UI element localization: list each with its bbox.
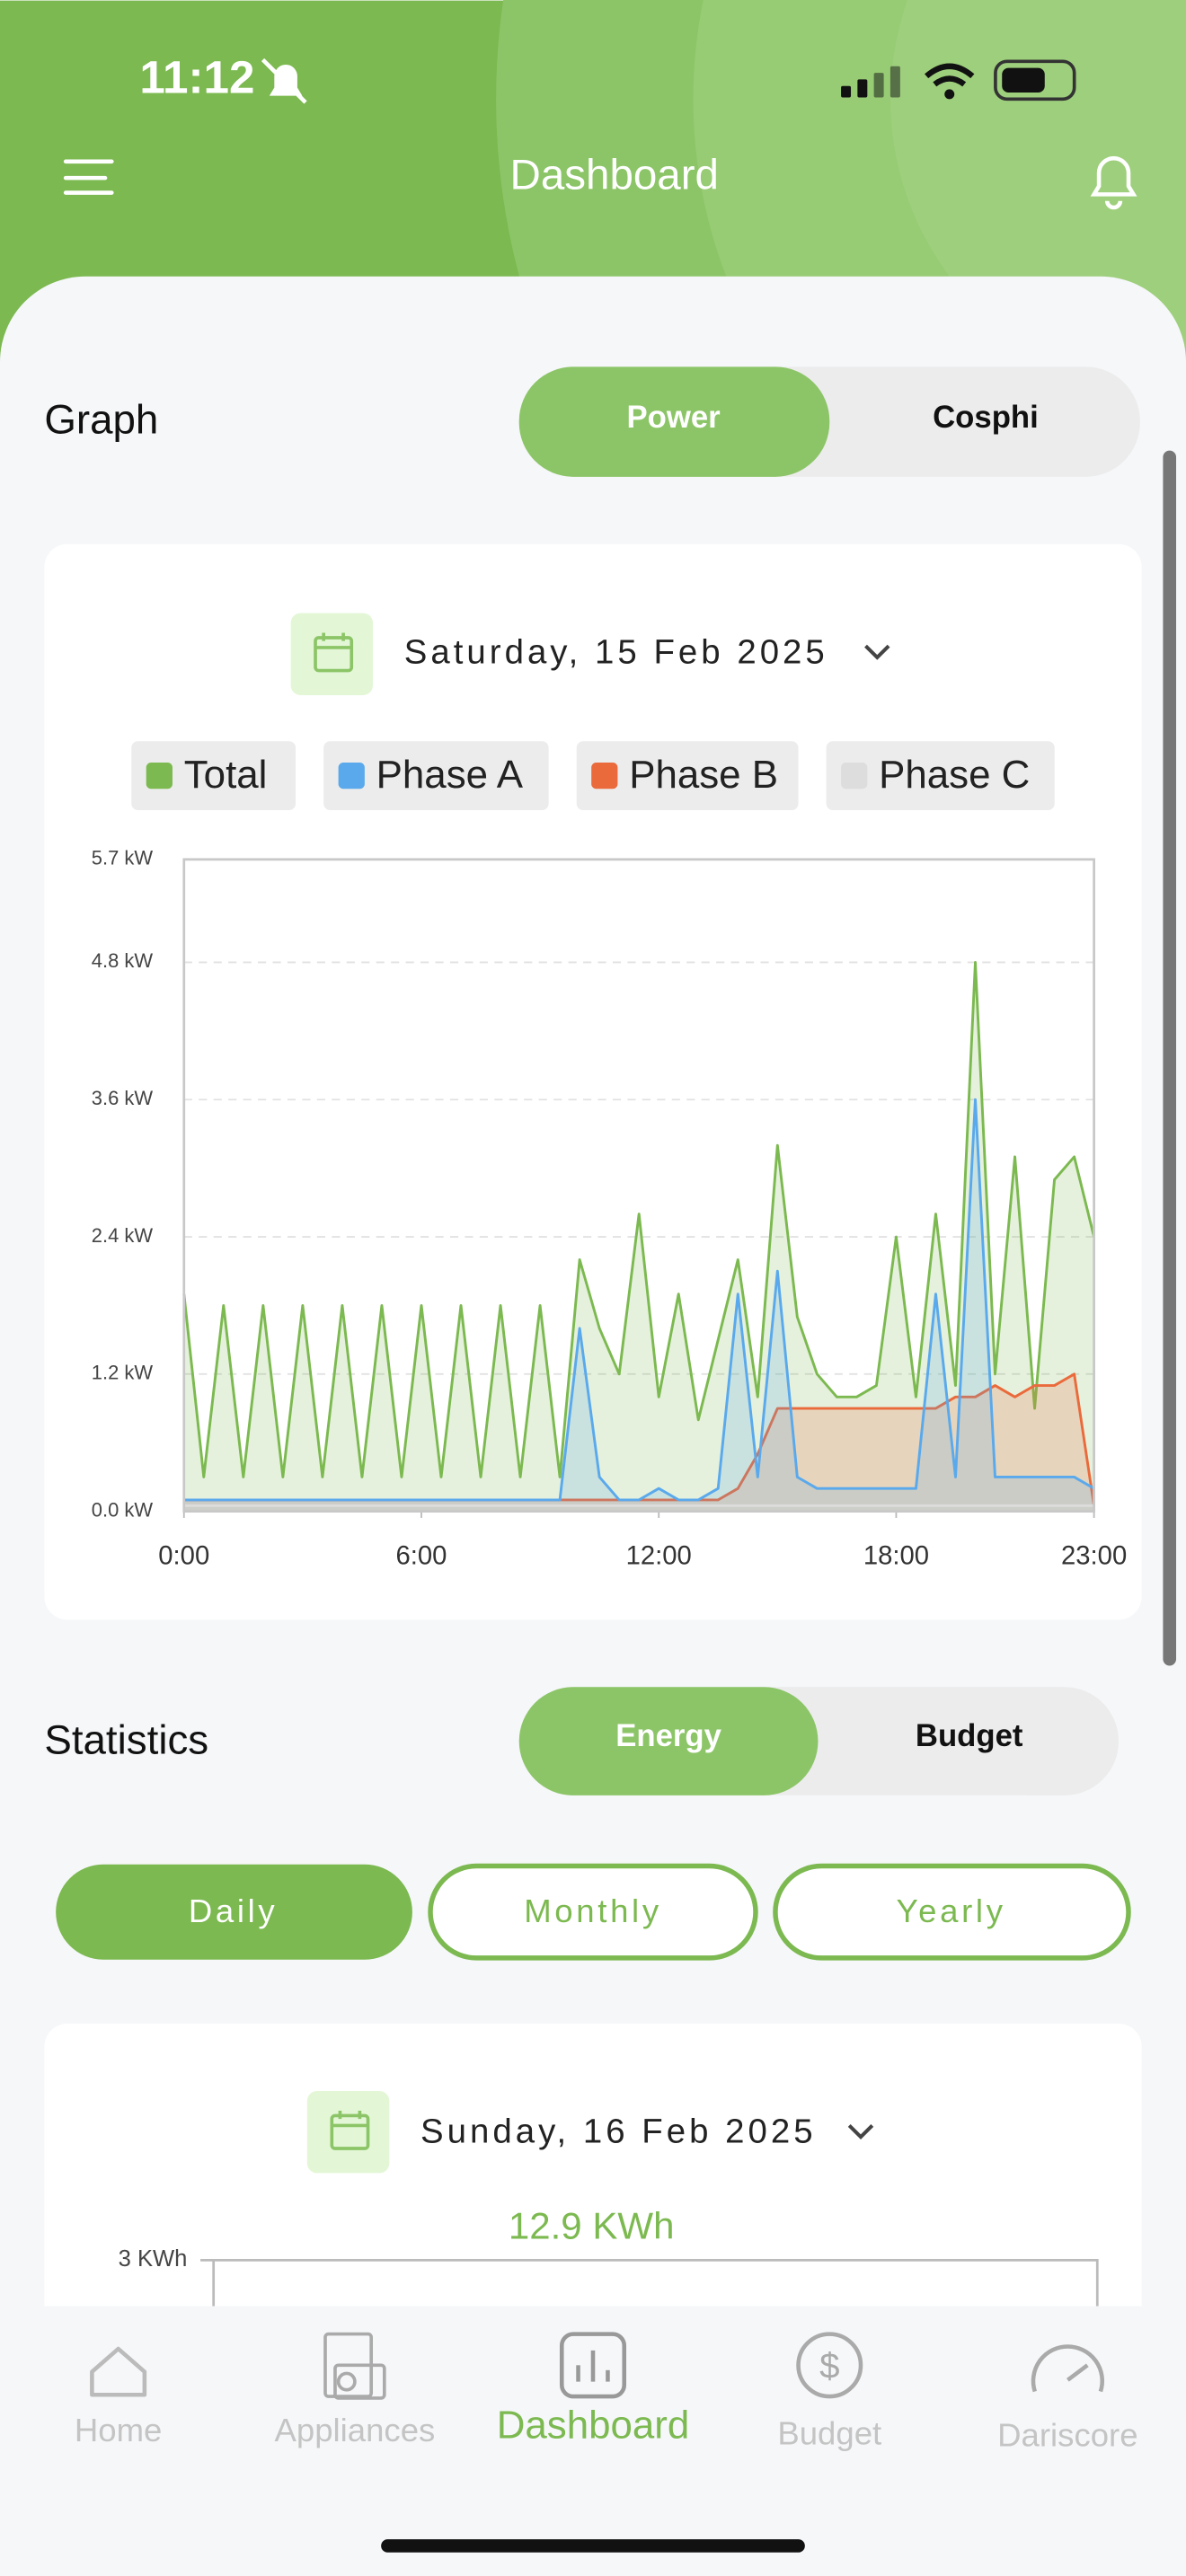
period-label[interactable]: Yearly bbox=[896, 1892, 1005, 1929]
status-time: 11:12 bbox=[139, 52, 254, 103]
wifi-icon bbox=[925, 63, 975, 87]
series-area bbox=[183, 962, 1094, 1512]
x-tick-label: 0:00 bbox=[158, 1542, 209, 1571]
notification-button[interactable] bbox=[1090, 155, 1137, 210]
menu-button[interactable] bbox=[63, 159, 114, 195]
tab-active[interactable] bbox=[518, 366, 830, 477]
x-tick-label: 12:00 bbox=[626, 1542, 692, 1571]
wifi-dot bbox=[944, 89, 955, 100]
period-button[interactable] bbox=[428, 1863, 758, 1961]
legend-chip[interactable] bbox=[826, 741, 1055, 810]
legend-chip[interactable] bbox=[131, 741, 296, 810]
period-label[interactable]: Daily bbox=[189, 1892, 279, 1929]
mute-icon bbox=[261, 57, 307, 104]
power-chart: Total Phase A Phase B Phase C 0.0 kW 1.2 kW 2.… bbox=[92, 741, 1127, 1571]
y-tick-label: 4.8 kW bbox=[92, 949, 154, 972]
nav-label[interactable]: Appliances bbox=[275, 2412, 436, 2448]
battery-icon bbox=[994, 59, 1076, 101]
y-tick-label: 3.6 kW bbox=[92, 1087, 154, 1109]
gauge-needle bbox=[1066, 2363, 1089, 2382]
series-line bbox=[182, 960, 1096, 1478]
nav-icon[interactable] bbox=[1031, 2344, 1105, 2393]
date-picker[interactable]: Saturday, 15 Feb 2025 bbox=[404, 632, 828, 671]
legend-swatch bbox=[146, 762, 173, 790]
x-tick-label: 6:00 bbox=[396, 1542, 447, 1571]
header-title: Dashboard bbox=[510, 152, 719, 199]
date-picker[interactable]: Sunday, 16 Feb 2025 bbox=[420, 2113, 817, 2151]
tab-active[interactable] bbox=[518, 1687, 819, 1795]
y-tick-label: 5.7 kW bbox=[92, 847, 154, 869]
section-title: Graph bbox=[44, 397, 158, 443]
legend-chip[interactable] bbox=[323, 741, 549, 810]
legend-label: Phase A bbox=[376, 753, 524, 797]
battery-level bbox=[1002, 67, 1045, 93]
nav-icon[interactable] bbox=[90, 2346, 147, 2397]
nav-icon-glyph: $ bbox=[819, 2346, 839, 2386]
y-axis-label: 3 KWh bbox=[119, 2246, 188, 2272]
nav-label[interactable]: Home bbox=[75, 2412, 163, 2448]
period-button[interactable] bbox=[773, 1863, 1131, 1961]
series-line bbox=[183, 1098, 1095, 1502]
nav-icon[interactable] bbox=[323, 2332, 386, 2400]
nav-label[interactable]: Dariscore bbox=[997, 2416, 1137, 2453]
stats-chart-frame bbox=[200, 2258, 1099, 2310]
y-tick-label: 2.4 kW bbox=[92, 1224, 154, 1247]
legend-label: Phase C bbox=[879, 753, 1030, 797]
y-tick-label: 1.2 kW bbox=[92, 1362, 154, 1384]
tab-label[interactable]: Budget bbox=[916, 1719, 1023, 1753]
nav-icon[interactable] bbox=[559, 2332, 627, 2399]
calendar-icon bbox=[330, 2110, 370, 2150]
calendar-icon-bg[interactable] bbox=[290, 613, 374, 695]
plot-frame bbox=[182, 858, 1095, 1513]
dropdown-arrow[interactable] bbox=[847, 2123, 874, 2140]
dropdown-arrow[interactable] bbox=[864, 644, 890, 660]
x-tick-label: 23:00 bbox=[1061, 1542, 1127, 1571]
legend-swatch bbox=[841, 762, 868, 790]
period-label[interactable]: Monthly bbox=[524, 1892, 662, 1929]
y-tick-label: 0.0 kW bbox=[92, 1498, 154, 1521]
energy-total: 12.9 KWh bbox=[509, 2205, 675, 2247]
tab-label[interactable]: Cosphi bbox=[933, 401, 1039, 435]
x-tick-label: 18:00 bbox=[863, 1542, 929, 1571]
nav-icon[interactable] bbox=[796, 2332, 863, 2399]
signal-icon bbox=[841, 66, 900, 98]
nav-label-active[interactable]: Dashboard bbox=[497, 2403, 690, 2447]
legend-swatch bbox=[338, 762, 365, 790]
section-title: Statistics bbox=[44, 1717, 208, 1763]
tab-label[interactable]: Power bbox=[626, 401, 720, 435]
home-indicator bbox=[381, 2539, 805, 2553]
legend-swatch bbox=[591, 762, 618, 790]
calendar-icon bbox=[314, 632, 354, 673]
period-button-active[interactable] bbox=[56, 1864, 412, 1960]
nav-label[interactable]: Budget bbox=[777, 2415, 881, 2452]
scrollbar bbox=[1163, 450, 1177, 1666]
tab-label[interactable]: Energy bbox=[615, 1719, 721, 1753]
calendar-icon-bg[interactable] bbox=[306, 2091, 390, 2174]
legend-label: Total bbox=[184, 753, 268, 797]
legend-label: Phase B bbox=[629, 753, 778, 797]
chart-card bbox=[44, 543, 1142, 1620]
series-area bbox=[183, 1505, 1094, 1512]
legend-chip[interactable] bbox=[576, 741, 799, 810]
